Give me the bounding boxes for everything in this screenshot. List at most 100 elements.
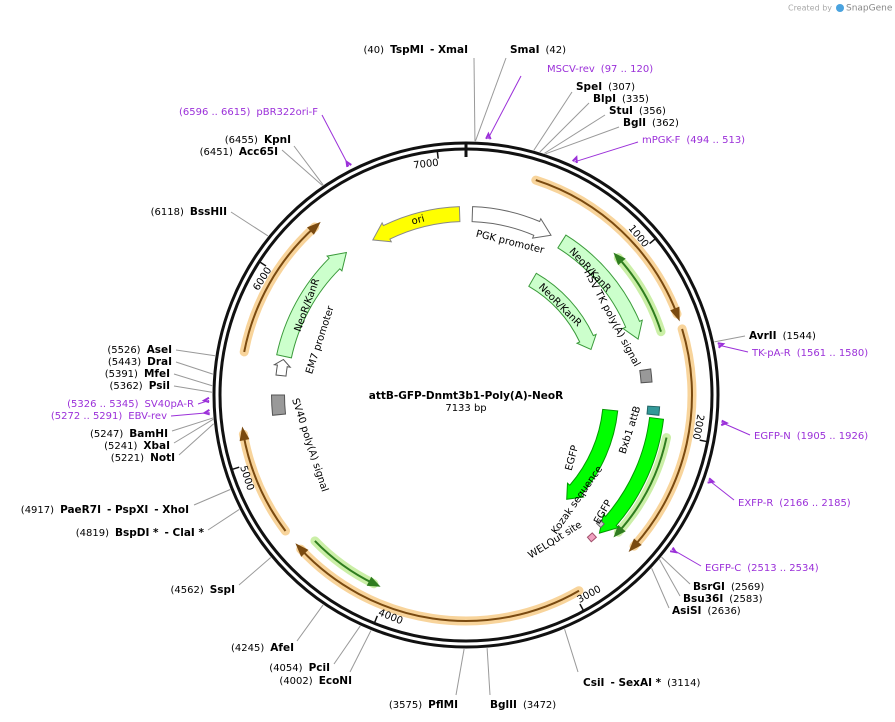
site-leader <box>175 361 214 375</box>
site-label-part: (40) <box>364 45 385 56</box>
site-label-part: - XhoI <box>154 504 189 516</box>
feature-arrow <box>272 358 292 377</box>
orf-arrowhead <box>613 524 626 538</box>
site-label: AvrII (1544) <box>749 330 816 342</box>
site-label-part: (5526) <box>107 345 140 356</box>
site-label-part: (4819) <box>76 528 109 539</box>
site-leader <box>281 149 323 186</box>
site-leader <box>545 126 620 155</box>
site-label: Bsu36I (2583) <box>683 593 763 605</box>
site-label-part: AsiSI <box>672 605 701 617</box>
tick-mark <box>699 439 708 443</box>
tick-mark <box>231 466 240 471</box>
logo-brand: SnapGene <box>846 4 893 14</box>
site-label: (5391) MfeI <box>105 368 170 380</box>
site-leader <box>333 625 361 665</box>
tick-mark <box>373 615 379 624</box>
site-leader <box>564 628 579 673</box>
primer-label-part: (494 .. 513) <box>686 135 745 146</box>
site-label: CsiI - SexAI * (3114) <box>583 677 700 689</box>
logo-caption: Created by <box>788 4 832 13</box>
primer-label-part: EGFP-N <box>754 431 791 442</box>
site-label-part: (2569) <box>731 582 764 593</box>
site-label: SmaI (42) <box>510 44 566 56</box>
site-label-part: (335) <box>622 94 649 105</box>
primer-label-part: TK-pA-R <box>751 348 791 359</box>
site-leader <box>296 604 324 642</box>
site-label-part: (5391) <box>105 369 138 380</box>
plasmid-name: attB-GFP-Dnmt3b1-Poly(A)-NeoR <box>369 390 563 402</box>
site-label-part: (42) <box>546 45 567 56</box>
orf-line <box>617 257 662 333</box>
primer-label-part: pBR322ori-F <box>256 107 318 118</box>
site-leader <box>473 57 476 142</box>
primer-site <box>707 477 716 484</box>
tick-mark <box>649 237 657 245</box>
site-label-part: (6455) <box>225 135 258 146</box>
primer-site <box>669 547 678 554</box>
primer-label-part: EGFP-C <box>705 563 741 574</box>
primer-label: (5326 .. 5345) SV40pA-R <box>67 399 194 410</box>
site-label-part: (6451) <box>200 147 233 158</box>
site-label-part: EcoNI <box>319 675 352 687</box>
primer-label-part: (5326 .. 5345) <box>67 399 139 410</box>
site-label-part: StuI <box>609 105 633 117</box>
site-label-part: (4562) <box>170 585 203 596</box>
primer-site <box>720 419 729 427</box>
site-label: BlpI (335) <box>593 93 649 105</box>
primer-label-part: MSCV-rev <box>547 64 595 75</box>
primer-label: TK-pA-R (1561 .. 1580) <box>751 348 868 359</box>
site-label-part: AfeI <box>270 642 294 654</box>
site-label-part: DraI <box>147 356 172 368</box>
site-label: StuI (356) <box>609 105 666 117</box>
orf-arrowhead <box>670 306 680 322</box>
orf-arrowhead <box>295 543 309 557</box>
site-leader <box>293 145 324 186</box>
site-label: (5247) BamHI <box>90 428 168 440</box>
primer-site <box>717 342 726 349</box>
site-label: (4054) PciI <box>269 662 330 674</box>
primer-label: (6596 .. 6615) pBR322ori-F <box>179 107 318 118</box>
site-label-part: PaeR7I <box>60 504 101 516</box>
feature-box <box>646 405 661 416</box>
site-label: BglI (362) <box>623 117 679 129</box>
feature-box <box>639 368 653 384</box>
site-leader <box>230 211 269 237</box>
site-leader <box>238 557 272 586</box>
primer-site <box>571 155 578 164</box>
site-label-part: (4002) <box>279 676 312 687</box>
primer-site <box>202 409 210 416</box>
site-leader <box>651 568 670 609</box>
primer-site <box>485 131 492 140</box>
primer-leader <box>717 344 749 353</box>
site-label-part: (356) <box>639 106 666 117</box>
primer-label-part: mPGK-F <box>642 135 681 146</box>
site-label-part: SmaI <box>510 44 540 56</box>
site-label-part: (3114) <box>667 678 700 689</box>
orf-line <box>535 179 678 315</box>
site-label-part: (5362) <box>109 381 142 392</box>
feature-box <box>595 519 605 529</box>
site-leader <box>455 648 465 696</box>
orf-arrowhead <box>628 538 642 552</box>
primer-label: EGFP-N (1905 .. 1926) <box>754 431 868 442</box>
feature-arrow <box>372 206 461 243</box>
site-leader <box>661 556 691 585</box>
tick-label: 2000 <box>690 413 706 440</box>
primer-label-part: EBV-rev <box>128 411 167 422</box>
orf-line <box>299 548 580 622</box>
primer-label-part: (1905 .. 1926) <box>797 431 869 442</box>
site-label-part: TspMI <box>390 44 424 56</box>
site-label: (5526) AseI <box>107 344 172 356</box>
primer-label-part: (1561 .. 1580) <box>797 348 869 359</box>
feature-box <box>270 394 287 416</box>
site-leader <box>173 418 214 444</box>
feature-arrow <box>471 206 552 239</box>
site-label-part: (2583) <box>729 594 762 605</box>
site-label-part: BsrGI <box>693 581 725 593</box>
site-leader <box>539 102 590 153</box>
site-leader <box>349 630 372 673</box>
orf-arrowhead <box>613 252 626 266</box>
feature-arrow <box>276 251 348 359</box>
feature-arrow <box>598 416 665 534</box>
